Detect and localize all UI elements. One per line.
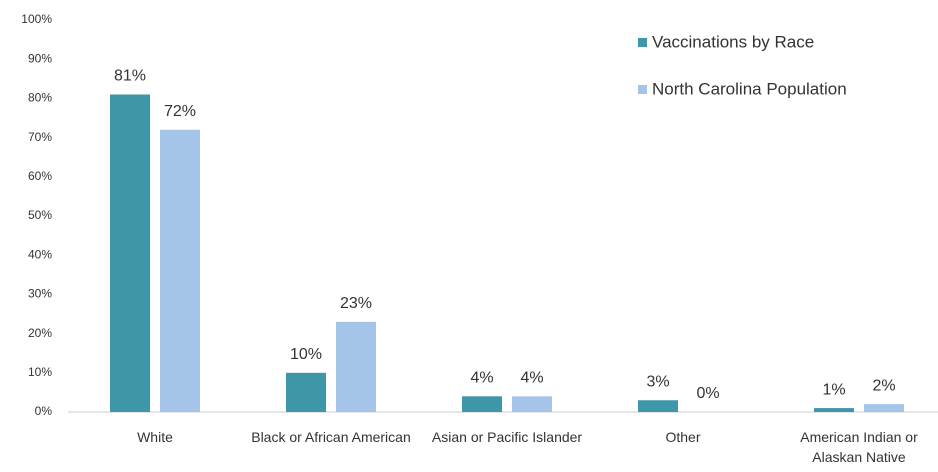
bar	[814, 408, 854, 412]
x-tick-label: American Indian or Alaskan Native	[800, 429, 918, 465]
y-tick-label: 10%	[28, 365, 52, 379]
legend-label: Vaccinations by Race	[652, 32, 814, 51]
legend-label: North Carolina Population	[652, 79, 847, 98]
y-tick-label: 50%	[28, 208, 52, 222]
y-tick-label: 20%	[28, 326, 52, 340]
value-label: 81%	[114, 68, 146, 85]
y-tick-label: 70%	[28, 130, 52, 144]
y-tick-label: 80%	[28, 91, 52, 105]
legend-swatch	[638, 85, 647, 94]
x-tick-label: Other	[665, 429, 701, 445]
bar	[512, 396, 552, 412]
legend-swatch	[638, 38, 647, 47]
y-tick-label: 60%	[28, 169, 52, 183]
bar	[160, 129, 200, 412]
value-label: 72%	[164, 103, 196, 120]
value-label: 3%	[646, 373, 669, 390]
y-tick-label: 90%	[28, 51, 52, 65]
y-tick-label: 30%	[28, 287, 52, 301]
value-label: 4%	[520, 370, 543, 387]
bar	[110, 94, 150, 412]
bar	[336, 321, 376, 412]
y-tick-label: 40%	[28, 247, 52, 261]
value-label: 23%	[340, 295, 372, 312]
value-label: 2%	[872, 377, 895, 394]
x-tick-label: Asian or Pacific Islander	[431, 429, 583, 445]
x-tick-label: Black or African American	[251, 429, 411, 445]
value-label: 10%	[290, 346, 322, 363]
y-tick-label: 0%	[35, 404, 53, 418]
bar	[864, 404, 904, 412]
value-label: 1%	[822, 381, 845, 398]
x-tick-label: White	[137, 429, 173, 445]
value-label: 4%	[470, 370, 493, 387]
y-tick-label: 100%	[21, 12, 52, 26]
bar	[638, 400, 678, 412]
bar	[286, 372, 326, 412]
bar	[462, 396, 502, 412]
value-label: 0%	[696, 385, 719, 402]
